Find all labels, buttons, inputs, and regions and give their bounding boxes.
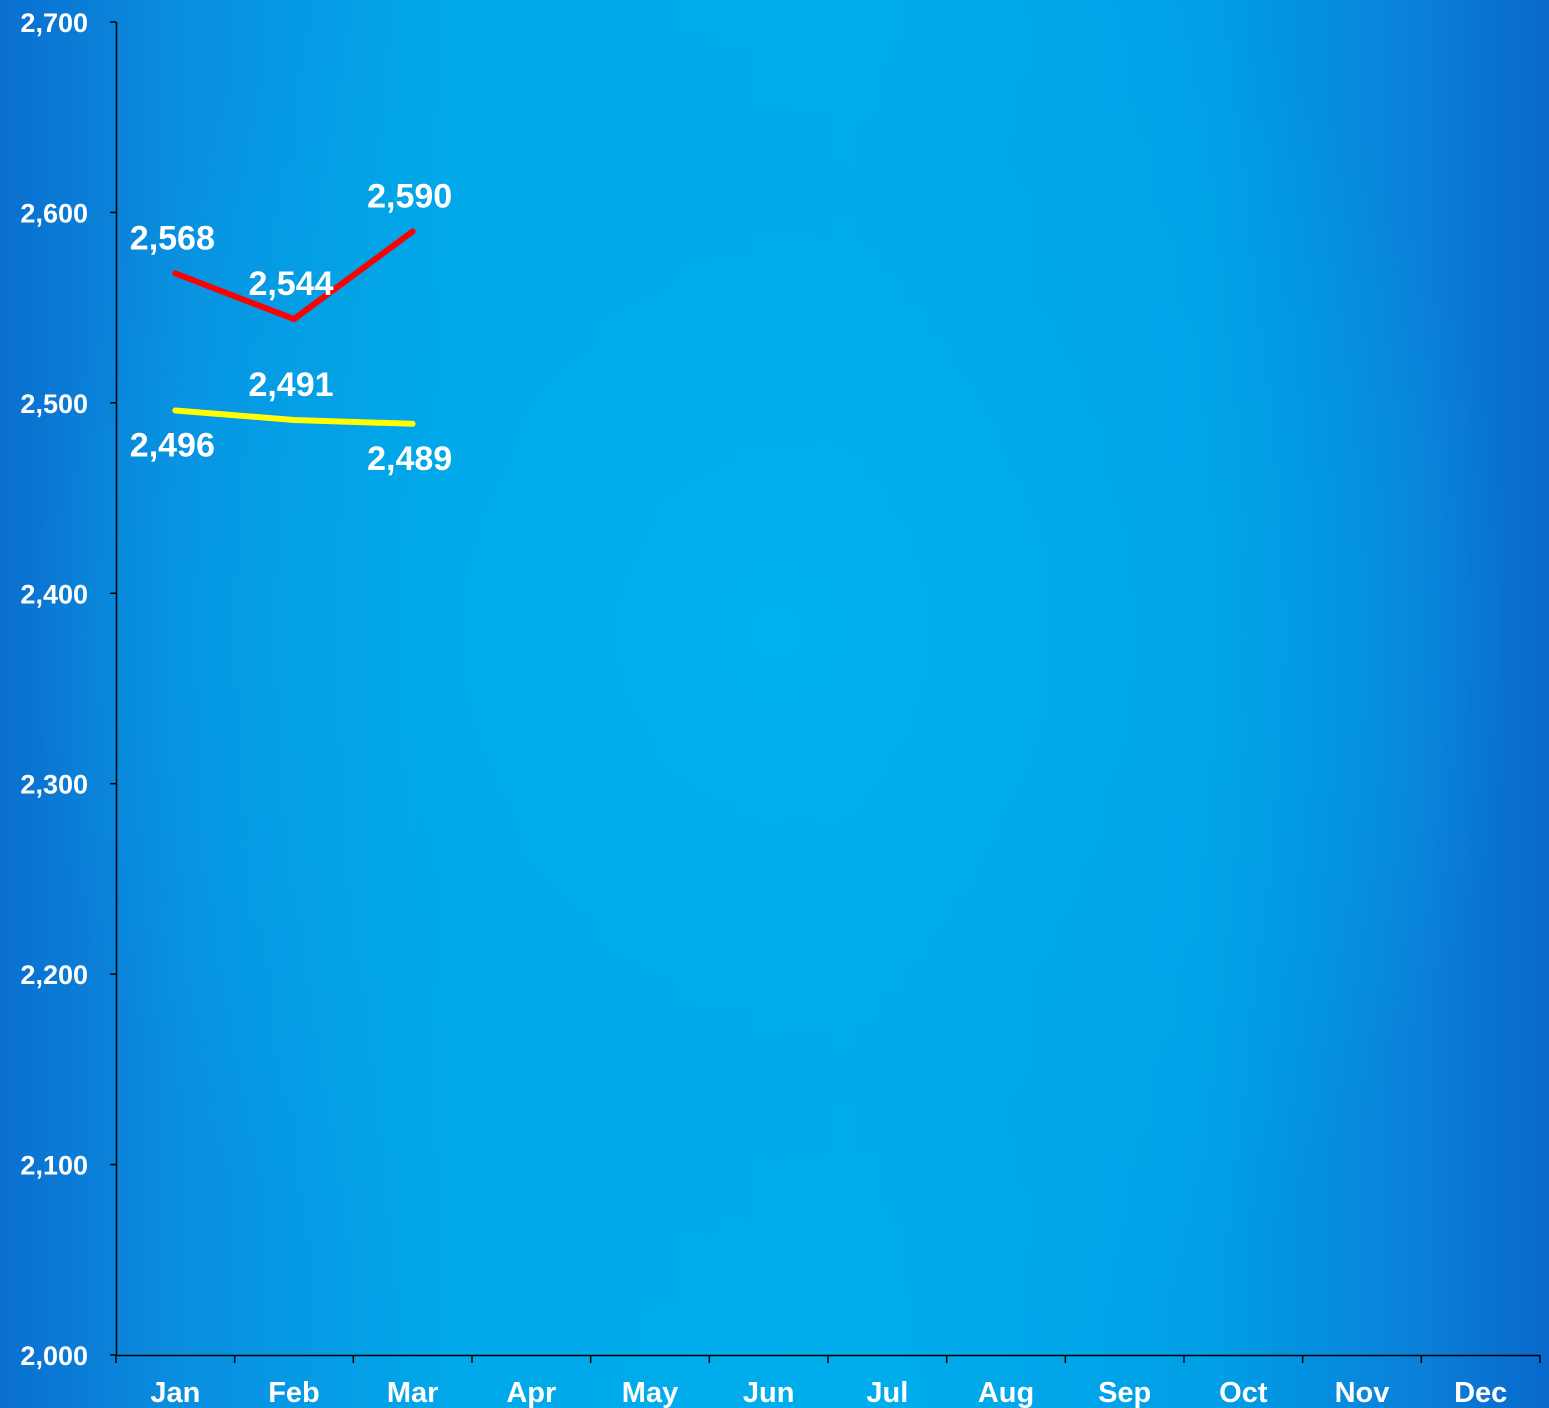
series-layer bbox=[172, 228, 416, 427]
x-axis-ticks: Jan Feb Mar Apr May Jun Jul Aug Sep Oct Nov Dec bbox=[115, 1355, 1541, 1408]
y-tick-label: 2,700 bbox=[20, 8, 88, 38]
x-tick-label: Jul bbox=[866, 1377, 908, 1408]
y-tick-label: 2,300 bbox=[20, 770, 88, 800]
data-label: 2,489 bbox=[367, 440, 452, 478]
y-tick-label: 2,100 bbox=[20, 1151, 88, 1181]
y-axis-ticks: 2,000 2,100 2,200 2,300 2,400 2,500 2,600 2,700 bbox=[20, 8, 116, 1371]
x-tick-label: Feb bbox=[268, 1377, 320, 1408]
x-tick-label: Jun bbox=[743, 1377, 795, 1408]
y-tick-label: 2,200 bbox=[20, 960, 88, 990]
x-tick-label: May bbox=[622, 1377, 678, 1408]
y-tick-label: 2,000 bbox=[20, 1341, 88, 1371]
x-tick-label: Oct bbox=[1219, 1377, 1268, 1408]
data-label: 2,491 bbox=[248, 366, 333, 404]
data-label: 2,568 bbox=[130, 219, 215, 257]
data-labels: 2,568 2,544 2,590 2,496 2,491 2,489 bbox=[130, 177, 452, 477]
y-tick-label: 2,400 bbox=[20, 579, 88, 609]
data-label: 2,544 bbox=[248, 265, 333, 303]
data-label: 2,590 bbox=[367, 177, 452, 215]
series-line-1 bbox=[172, 407, 416, 427]
x-tick-label: Jan bbox=[150, 1377, 200, 1408]
x-tick-label: Mar bbox=[387, 1377, 439, 1408]
x-tick-label: Dec bbox=[1454, 1377, 1507, 1408]
y-tick-label: 2,600 bbox=[20, 198, 88, 228]
y-tick-label: 2,500 bbox=[20, 389, 88, 419]
x-tick-label: Aug bbox=[978, 1377, 1034, 1408]
x-tick-label: Nov bbox=[1335, 1377, 1390, 1408]
data-label: 2,496 bbox=[130, 426, 215, 464]
x-tick-label: Apr bbox=[506, 1377, 556, 1408]
x-tick-label: Sep bbox=[1098, 1377, 1151, 1408]
